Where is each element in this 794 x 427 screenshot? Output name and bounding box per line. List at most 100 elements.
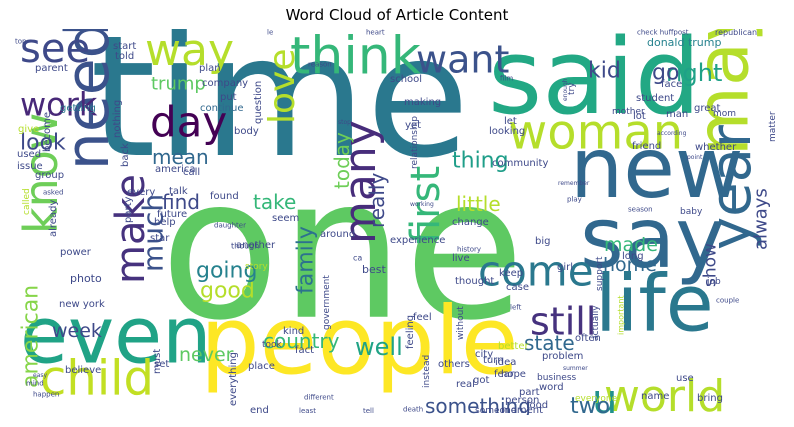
word-never: never	[179, 344, 234, 366]
word-u: u	[592, 377, 617, 415]
word-republican: republican	[715, 29, 757, 37]
word-remember: remember	[558, 180, 590, 187]
word-seem: seem	[272, 213, 299, 224]
word-baby: baby	[680, 207, 703, 217]
word-continue: continue	[200, 103, 243, 114]
word-getting: getting	[60, 103, 96, 114]
word-man: man	[666, 109, 688, 120]
word-body: body	[234, 126, 259, 137]
word-season: season	[628, 206, 653, 214]
word-often: often	[575, 333, 601, 344]
word-said: said	[488, 29, 701, 138]
word-talk: talk	[169, 186, 188, 197]
word-power: power	[60, 247, 92, 258]
word-even: even	[20, 291, 212, 381]
word-let: let	[504, 116, 517, 127]
word-party: party	[123, 196, 134, 223]
word-must: must	[152, 349, 163, 374]
word-enough: enough	[562, 78, 569, 101]
word-called: called	[22, 188, 32, 215]
word-trump: trump	[151, 73, 206, 94]
word-real: real	[456, 379, 475, 390]
word-photo: photo	[70, 272, 102, 285]
word-according: according	[657, 130, 687, 137]
word-help: help	[154, 217, 176, 228]
word-got: got	[473, 375, 489, 386]
word-today: today	[330, 132, 354, 189]
word-every: every	[127, 187, 155, 198]
word-state: state	[524, 331, 575, 355]
word-yet: yet	[405, 120, 421, 131]
word-make: make	[108, 174, 154, 284]
word-year: year	[699, 124, 764, 250]
word-something: something	[425, 394, 531, 415]
word-take: take	[253, 190, 296, 214]
word-others: others	[438, 359, 470, 370]
word-week: week	[52, 320, 102, 342]
word-plan: plan	[199, 63, 221, 74]
word-mother: mother	[612, 107, 645, 117]
word-want: want	[416, 37, 509, 81]
word-another: another	[236, 240, 276, 251]
word-le: le	[267, 29, 273, 36]
word-use: use	[676, 373, 694, 384]
word-life: life	[595, 259, 714, 349]
word-tell: tell	[363, 407, 374, 415]
word-community: community	[492, 158, 548, 169]
word-always: always	[750, 188, 771, 250]
word-know: know	[15, 112, 68, 234]
word-check-huffpost: check huffpost	[637, 29, 689, 36]
word-come: come	[478, 247, 594, 296]
word-already: already	[48, 200, 59, 237]
word-feeling: feeling	[405, 315, 416, 349]
word-business: business	[537, 373, 577, 383]
word-instead: instead	[422, 355, 432, 388]
word-first: first	[403, 166, 449, 244]
word-time: time	[90, 29, 470, 195]
word-one: one	[160, 136, 525, 364]
word-put: put	[220, 92, 237, 103]
word-city: city	[475, 349, 493, 360]
word-point: point	[687, 154, 703, 161]
word-thought: thought	[455, 276, 494, 287]
word-big: big	[535, 236, 550, 247]
word-american: american	[19, 285, 44, 388]
word-give: give	[18, 124, 39, 135]
word-working: working	[410, 201, 434, 208]
word-turn: turn	[483, 355, 504, 366]
word-star: star	[150, 233, 170, 244]
word-happen: happen	[33, 391, 59, 399]
word-death: death	[403, 406, 423, 414]
word-history: history	[457, 246, 481, 254]
word-issue: issue	[17, 161, 43, 172]
word-long: long	[622, 251, 644, 262]
word-took: took	[262, 340, 283, 350]
word-new: new	[570, 119, 744, 217]
word-great: great	[694, 103, 721, 114]
word-well: well	[355, 333, 403, 361]
word-way: way	[145, 29, 234, 76]
word-told: told	[115, 51, 134, 62]
word-look: look	[20, 131, 66, 156]
word-love: love	[262, 49, 303, 124]
word-thing: thing	[452, 149, 509, 174]
word-though: though	[231, 241, 259, 250]
word-america: america	[155, 164, 196, 175]
word-ca: ca	[353, 253, 362, 262]
word-actually: actually	[591, 305, 601, 341]
word-group: group	[35, 170, 64, 181]
word-matter: matter	[768, 111, 777, 142]
word-country: country	[263, 329, 340, 353]
word-mean: mean	[152, 145, 209, 169]
word-support: support	[595, 256, 605, 291]
word-place: place	[248, 361, 275, 372]
word-fact: fact	[295, 345, 314, 356]
word-kind: kind	[283, 326, 304, 337]
word-feel: feel	[413, 312, 432, 323]
word-right: right	[666, 59, 722, 87]
word-experience: experience	[390, 235, 445, 246]
word-student: student	[636, 93, 674, 104]
word-little: little	[456, 192, 501, 216]
word-top: top	[15, 38, 27, 46]
